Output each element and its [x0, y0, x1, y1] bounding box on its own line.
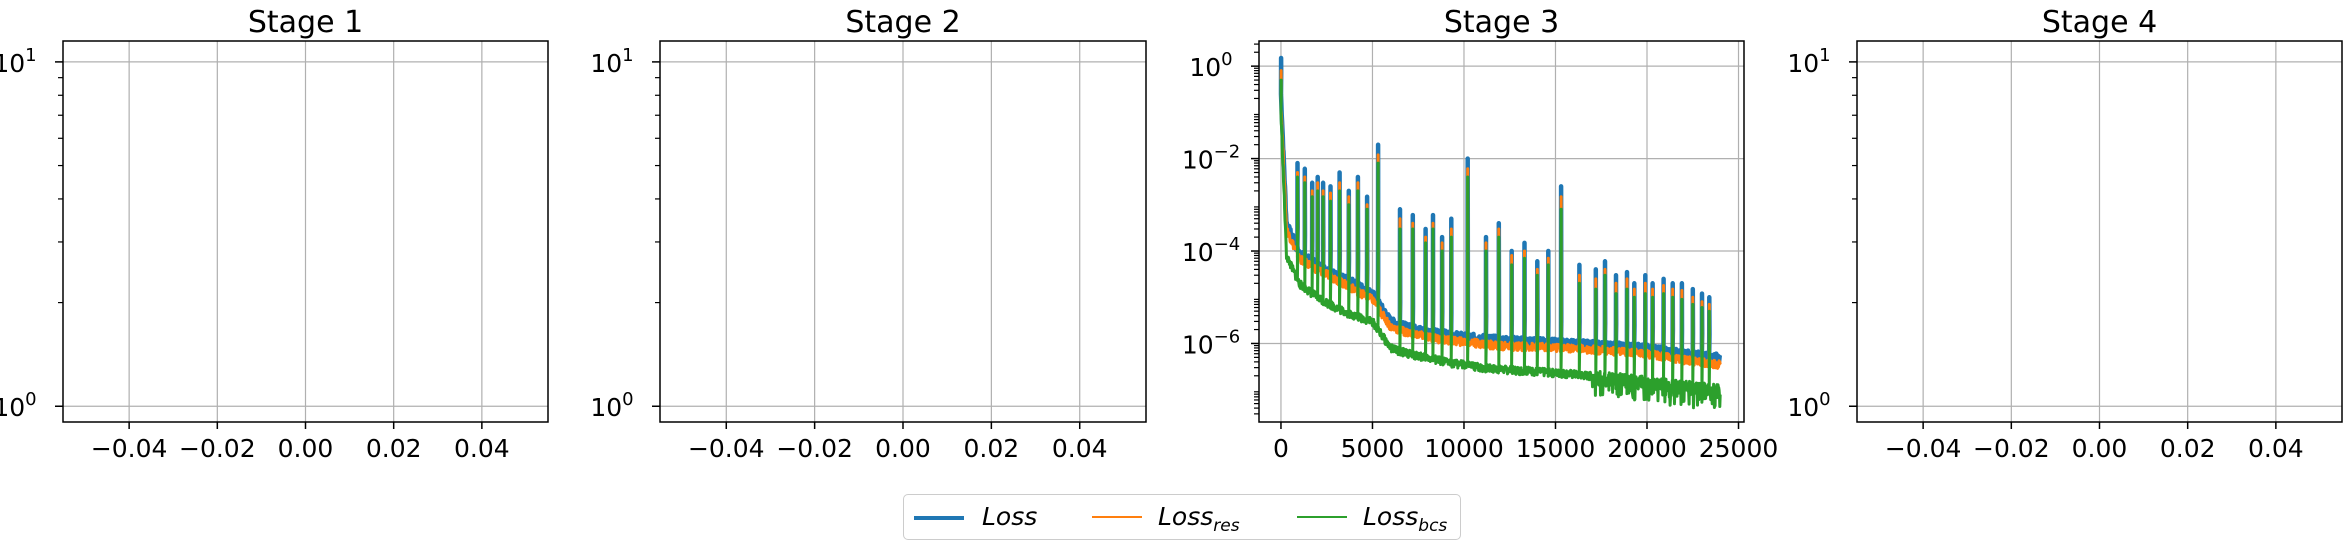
chart-title: Stage 1: [248, 5, 363, 40]
x-tick-label: 20000: [1607, 434, 1687, 463]
y-tick-label: 10−4: [1182, 234, 1240, 267]
x-tick-label: −0.02: [179, 434, 256, 463]
y-tick-label: 101: [1787, 45, 1830, 78]
axes-frame: [1856, 40, 2343, 423]
x-tick-label: 0.04: [454, 434, 510, 463]
chart-panel-4: −0.04 −0.02 0.00 0.02 0.04 100 101 Stage 4: [1787, 5, 2343, 463]
x-tick-label: 0.00: [875, 434, 931, 463]
legend-swatch-loss-res: [1092, 516, 1142, 518]
chart-title: Stage 3: [1444, 5, 1559, 40]
legend-swatch-loss-bcs: [1297, 516, 1347, 518]
legend: Loss Lossres Lossbcs: [903, 494, 1461, 540]
x-tick-label: 0.04: [2248, 434, 2304, 463]
x-tick-label: 0: [1273, 434, 1289, 463]
y-tick-label: 101: [0, 45, 37, 78]
x-tick-label: 10000: [1424, 434, 1504, 463]
legend-label-loss-bcs: Lossbcs: [1363, 502, 1448, 536]
y-tick-label: 100: [590, 389, 633, 422]
y-tick-label: 100: [1787, 389, 1830, 422]
x-tick-label: 0.04: [1052, 434, 1108, 463]
x-tick-label: 0.02: [366, 434, 422, 463]
x-tick-label: −0.04: [1885, 434, 1962, 463]
y-tick-label: 10−2: [1182, 142, 1240, 175]
x-tick-label: 0.00: [278, 434, 334, 463]
x-tick-label: 0.00: [2072, 434, 2128, 463]
x-tick-label: 0.02: [964, 434, 1020, 463]
x-tick-label: −0.02: [776, 434, 853, 463]
legend-label-loss-res: Lossres: [1158, 502, 1240, 536]
chart-panel-3: 0 5000 10000 15000 20000 25000 10−6 10−4 10−2 100…: [1182, 5, 1778, 463]
legend-label-loss: Loss: [982, 502, 1038, 531]
x-tick-label: −0.04: [688, 434, 765, 463]
y-tick-label: 100: [0, 389, 37, 422]
series-line-loss-bcs: [1279, 78, 1722, 410]
chart-title: Stage 4: [2042, 5, 2157, 40]
chart-panel-1: −0.04 −0.02 0.00 0.02 0.04 100 101 Stage 1: [0, 5, 549, 463]
x-tick-label: −0.02: [1973, 434, 2050, 463]
x-tick-label: 15000: [1516, 434, 1596, 463]
chart-panel-2: −0.04 −0.02 0.00 0.02 0.04 100 101 Stage 2: [590, 5, 1147, 463]
y-tick-label: 101: [590, 45, 633, 78]
x-tick-label: 0.02: [2160, 434, 2216, 463]
x-tick-label: 25000: [1699, 434, 1779, 463]
axes-frame: [1258, 40, 1745, 423]
x-tick-label: 5000: [1341, 434, 1405, 463]
legend-swatch-loss: [914, 516, 964, 520]
chart-title: Stage 2: [845, 5, 960, 40]
x-tick-label: −0.04: [91, 434, 168, 463]
axes-frame: [659, 40, 1147, 423]
y-tick-label: 100: [1189, 49, 1232, 82]
axes-frame: [62, 40, 549, 423]
y-tick-label: 10−6: [1182, 326, 1240, 359]
